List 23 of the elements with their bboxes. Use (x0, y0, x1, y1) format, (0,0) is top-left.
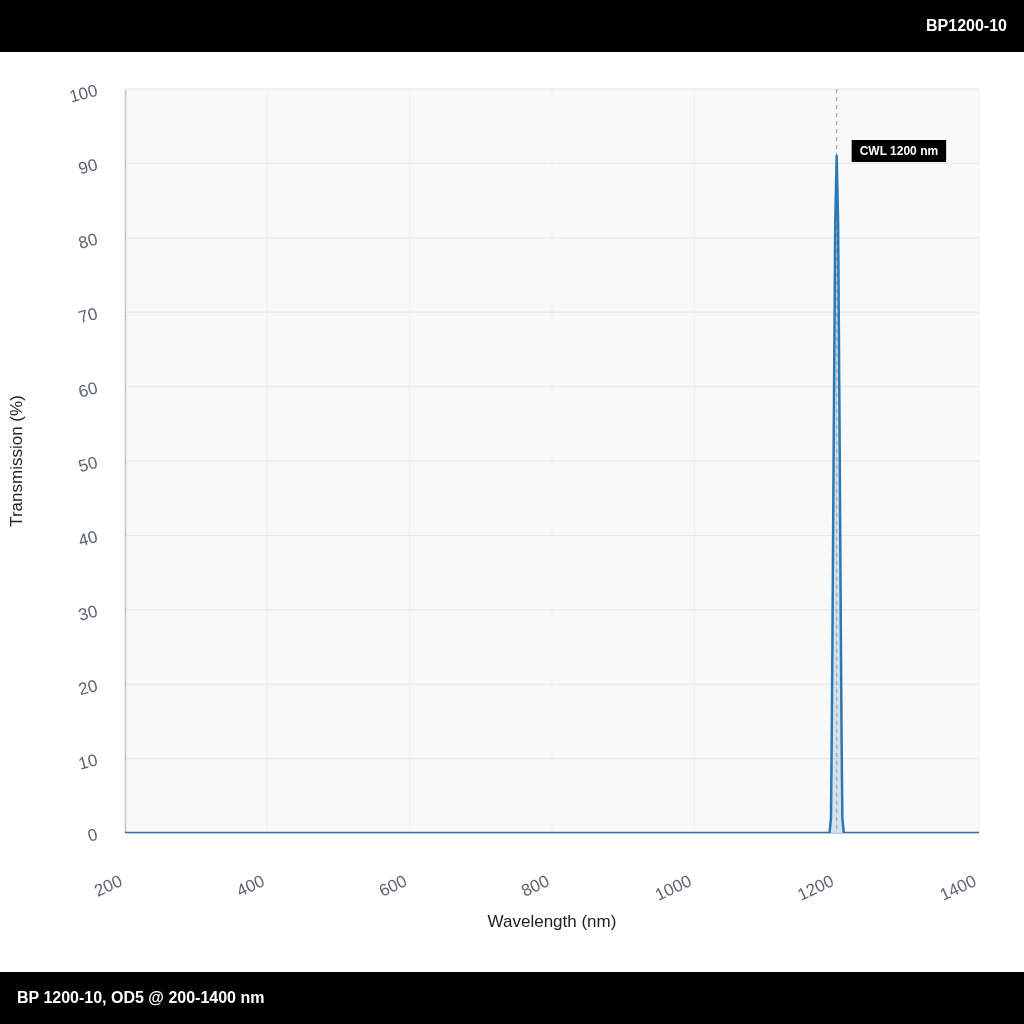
y-tick-label: 70 (76, 303, 100, 328)
y-tick-label: 0 (85, 824, 100, 846)
chart-title: BP1200-10 (926, 17, 1008, 34)
x-tick-label: 1000 (652, 871, 695, 905)
text: BP 1200-10, OD5 @ 200-1400 nm (17, 989, 265, 1006)
x-tick-label: 800 (518, 871, 553, 901)
x-tick-label: 200 (91, 871, 126, 901)
y-tick-label: 40 (76, 527, 100, 551)
x-tick-label: 1400 (936, 871, 980, 905)
y-tick-label: 60 (76, 378, 100, 402)
y-tick-label: 10 (76, 750, 100, 774)
y-tick-label: 90 (76, 155, 100, 179)
x-tick-label: 600 (376, 871, 410, 901)
ref-line-label: CWL 1200 nm (859, 144, 939, 158)
y-tick-label: 30 (76, 601, 100, 625)
x-axis-title: Wavelength (nm) (487, 912, 617, 931)
x-tick-label: 1200 (794, 871, 837, 905)
x-tick-label: 400 (233, 871, 268, 901)
y-tick-label: 80 (76, 229, 100, 253)
y-tick-label: 20 (76, 675, 100, 700)
y-tick-label: 100 (67, 80, 100, 107)
y-tick-label: 50 (76, 452, 100, 477)
y-axis-title: Transmission (%) (7, 395, 26, 527)
